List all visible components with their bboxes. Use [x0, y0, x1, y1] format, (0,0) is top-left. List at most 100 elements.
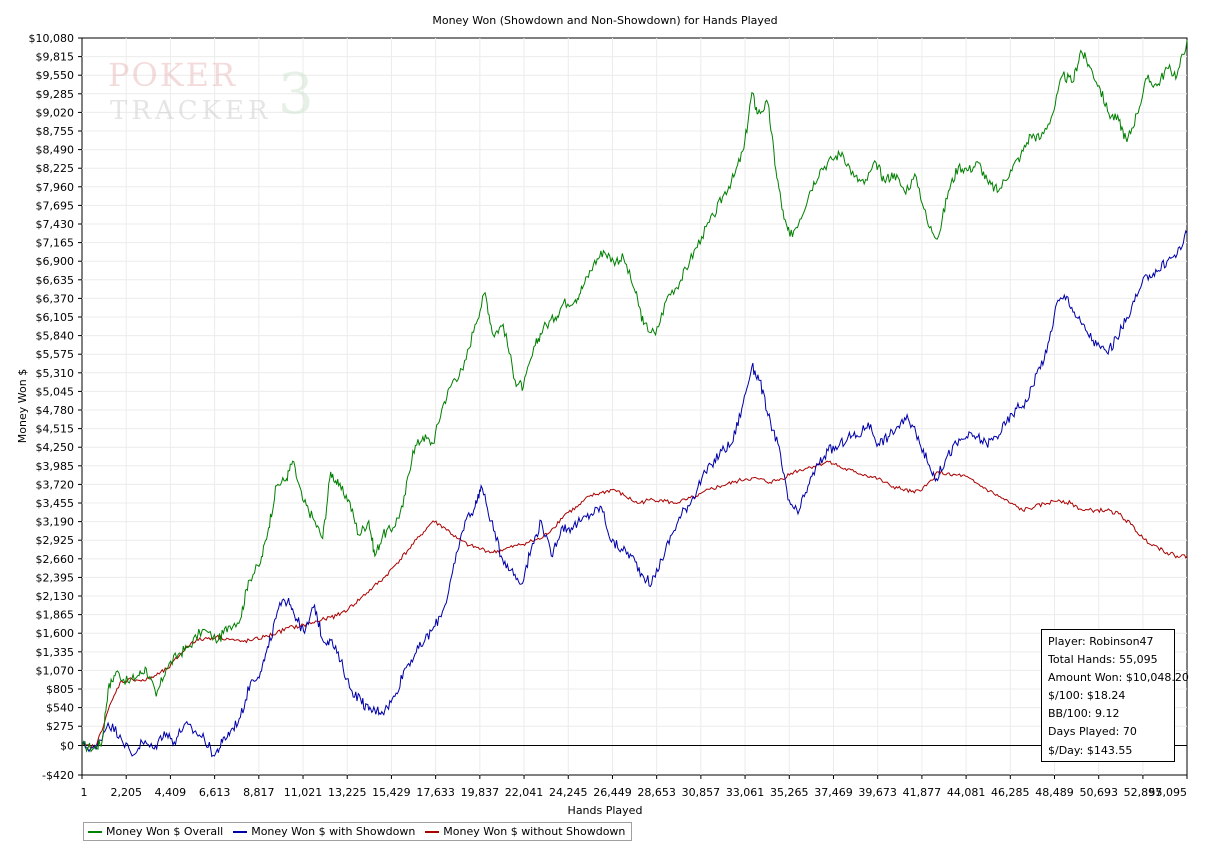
series-line-money-won-without-showdown — [81, 460, 1188, 750]
y-tick-label: $8,755 — [36, 125, 75, 138]
x-tick-label: 4,409 — [155, 786, 187, 799]
y-tick-label: $3,720 — [36, 478, 75, 491]
stat-bb-100: BB/100: 9.12 — [1048, 707, 1120, 721]
series-layer — [81, 40, 1188, 758]
y-tick-label: $3,985 — [36, 460, 75, 473]
x-tick-label: 28,653 — [637, 786, 676, 799]
series-line-money-won-overall — [81, 40, 1188, 753]
stat-player: Player: Robinson47 — [1048, 635, 1154, 648]
x-tick-label: 1 — [81, 786, 88, 799]
y-tick-label: $5,575 — [36, 348, 75, 361]
y-tick-label: $9,815 — [36, 51, 75, 64]
x-axis-ticks: 1 2,205 4,409 6,613 8,817 11,021 13,225 15,429 1… — [81, 775, 1188, 799]
y-tick-label: $6,900 — [36, 255, 75, 268]
plot-frame — [81, 37, 1188, 776]
y-tick-label: $1,335 — [36, 646, 75, 659]
y-tick-label: $1,865 — [36, 609, 75, 622]
x-tick-label: 50,693 — [1079, 786, 1118, 799]
x-tick-label: 41,877 — [903, 786, 942, 799]
y-axis-label: Money Won $ — [16, 369, 29, 443]
y-tick-label: $3,455 — [36, 497, 75, 510]
y-tick-label: $6,635 — [36, 274, 75, 287]
stat-per-day: $/Day: $143.55 — [1048, 743, 1133, 757]
y-tick-label: $6,105 — [36, 311, 75, 324]
x-tick-label: 6,613 — [199, 786, 231, 799]
stat-total-hands: Total Hands: 55,095 — [1048, 653, 1158, 667]
legend-label-showdown: Money Won $ with Showdown — [251, 825, 416, 838]
y-tick-label: $7,165 — [36, 237, 75, 250]
legend-item-overall: Money Won $ Overall — [88, 825, 223, 838]
legend-swatch-showdown — [233, 830, 248, 833]
y-tick-label: $275 — [46, 720, 74, 733]
y-tick-label: $5,310 — [36, 367, 75, 380]
legend-swatch-non-showdown — [425, 830, 440, 833]
legend-item-non-showdown: Money Won $ without Showdown — [425, 825, 625, 838]
x-grid — [125, 38, 1144, 775]
stat-per-100: $/100: $18.24 — [1048, 689, 1126, 703]
x-tick-label: 46,285 — [991, 786, 1030, 799]
legend-item-showdown: Money Won $ with Showdown — [233, 825, 415, 838]
y-tick-label: $7,430 — [36, 218, 75, 231]
y-tick-label: $8,225 — [36, 162, 75, 175]
y-tick-label: $7,960 — [36, 181, 75, 194]
x-tick-label: 2,205 — [110, 786, 142, 799]
x-tick-label: 44,081 — [947, 786, 986, 799]
x-tick-label: 39,673 — [858, 786, 897, 799]
y-tick-label: $805 — [46, 683, 74, 696]
y-tick-label: $1,600 — [36, 627, 75, 640]
x-tick-label: 33,061 — [726, 786, 765, 799]
y-axis-ticks: -$420 $0 $275 $540 $805 $1,070 $1,335 $1,600 $1,… — [29, 32, 82, 782]
x-axis-label: Hands Played — [568, 804, 643, 817]
x-tick-label: 48,489 — [1035, 786, 1074, 799]
y-tick-label: $10,080 — [29, 32, 75, 45]
y-tick-label: $4,780 — [36, 404, 75, 417]
y-tick-label: $9,285 — [36, 88, 75, 101]
y-tick-label: $2,130 — [36, 590, 75, 603]
y-tick-label: $0 — [60, 740, 74, 753]
x-tick-label: 52,897 — [1124, 786, 1163, 799]
legend-swatch-overall — [88, 830, 102, 833]
x-tick-label: 22,041 — [505, 786, 544, 799]
stats-box: Player: Robinson47 Total Hands: 55,095 A… — [1041, 629, 1189, 762]
x-tick-label: 17,633 — [416, 786, 455, 799]
x-tick-label: 37,469 — [814, 786, 853, 799]
y-tick-label: $4,515 — [36, 423, 75, 436]
y-tick-label: $9,020 — [36, 106, 75, 119]
logo-line-2: TRACKER — [110, 96, 272, 126]
chart-title: Money Won (Showdown and Non-Showdown) fo… — [432, 14, 777, 27]
legend-label-non-showdown: Money Won $ without Showdown — [443, 825, 626, 838]
y-tick-label: $9,550 — [36, 69, 75, 82]
logo-mark: 3 — [278, 62, 314, 127]
y-tick-label: $4,250 — [36, 441, 75, 454]
poker-tracker-logo: POKER TRACKER 3 — [108, 56, 314, 128]
y-tick-label: $5,840 — [36, 330, 75, 343]
x-tick-label: 19,837 — [461, 786, 500, 799]
x-tick-label: 11,021 — [284, 786, 323, 799]
y-tick-label: $5,045 — [36, 385, 75, 398]
y-tick-label: $540 — [46, 702, 74, 715]
x-tick-label: 15,429 — [372, 786, 411, 799]
y-tick-label: $2,395 — [36, 571, 75, 584]
x-tick-label: 24,245 — [549, 786, 588, 799]
legend-label-overall: Money Won $ Overall — [106, 825, 224, 838]
y-tick-label: $3,190 — [36, 516, 75, 529]
stat-days-played: Days Played: 70 — [1048, 725, 1137, 739]
stat-amount-won: Amount Won: $10,048.20 — [1048, 671, 1189, 685]
y-tick-label: $2,925 — [36, 534, 75, 547]
y-tick-label: $6,370 — [36, 292, 75, 305]
x-tick-label: 55,095 — [1149, 786, 1188, 799]
x-tick-label: 30,857 — [682, 786, 721, 799]
y-tick-label: -$420 — [42, 769, 74, 782]
chart-legend: Money Won $ Overall Money Won $ with Sho… — [83, 822, 633, 841]
logo-line-1: POKER — [108, 56, 238, 94]
x-tick-label: 8,817 — [243, 786, 275, 799]
x-tick-label: 35,265 — [770, 786, 809, 799]
x-tick-label: 26,449 — [593, 786, 632, 799]
series-line-money-won-with-showdown — [81, 229, 1188, 758]
x-tick-label: 13,225 — [328, 786, 367, 799]
y-tick-label: $2,660 — [36, 553, 75, 566]
y-tick-label: $1,070 — [36, 664, 75, 677]
y-tick-label: $7,695 — [36, 199, 75, 212]
y-tick-label: $8,490 — [36, 144, 75, 157]
